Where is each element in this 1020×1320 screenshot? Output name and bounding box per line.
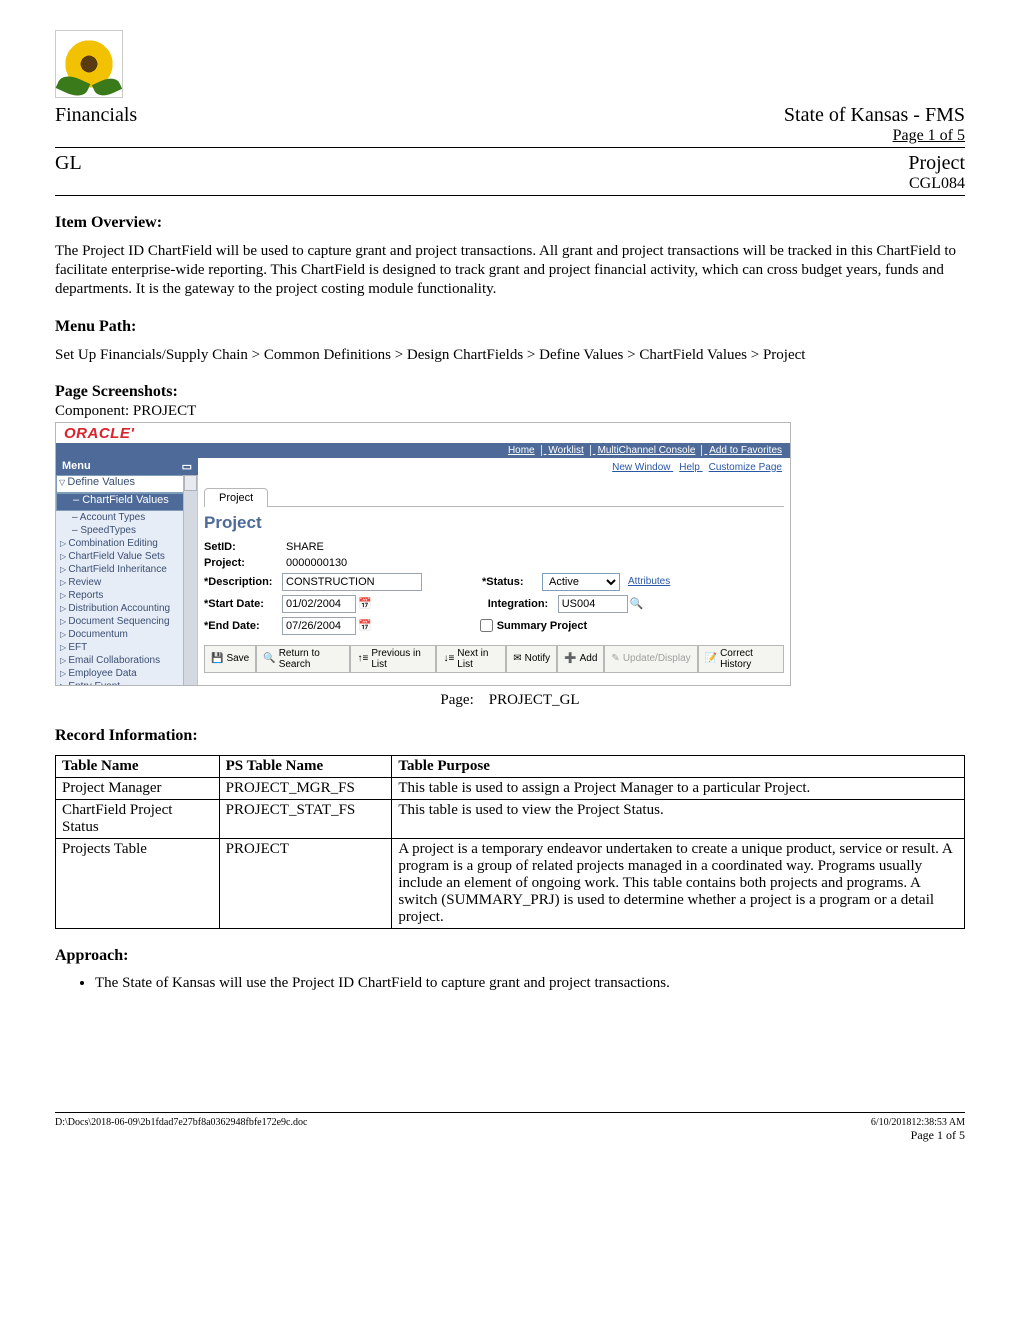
checkbox-summary[interactable] bbox=[480, 619, 493, 632]
table-row: Project ManagerPROJECT_MGR_FSThis table … bbox=[56, 777, 965, 799]
hdr-financials: Financials bbox=[55, 104, 137, 127]
page-heading: Project bbox=[204, 513, 784, 533]
page-footer: D:\Docs\2018-06-09\2b1fdad7e27bf8a036294… bbox=[55, 1112, 965, 1143]
link-attributes[interactable]: Attributes bbox=[628, 576, 670, 587]
menu-collapse-icon[interactable]: ▭ bbox=[182, 460, 192, 473]
nav-fav[interactable]: Add to Favorites bbox=[709, 445, 782, 456]
table-cell: This table is used to assign a Project M… bbox=[392, 777, 965, 799]
lbl-setid: SetID: bbox=[204, 541, 282, 553]
screenshots-title: Page Screenshots: bbox=[55, 383, 965, 401]
top-nav: Home Worklist MultiChannel Console Add t… bbox=[56, 443, 790, 458]
prev-button[interactable]: ↑≡Previous in List bbox=[350, 645, 436, 673]
input-integ[interactable] bbox=[558, 595, 628, 613]
menu-list[interactable]: Define ValuesChartField ValuesAccount Ty… bbox=[56, 475, 198, 685]
link-help[interactable]: Help bbox=[679, 462, 700, 473]
link-customize[interactable]: Customize Page bbox=[709, 462, 782, 473]
overview-title: Item Overview: bbox=[55, 214, 965, 232]
nav-home[interactable]: Home bbox=[508, 445, 542, 456]
table-row: ChartField Project StatusPROJECT_STAT_FS… bbox=[56, 799, 965, 838]
menu-item[interactable]: Document Sequencing bbox=[56, 615, 197, 628]
nav-mcc[interactable]: MultiChannel Console bbox=[598, 445, 703, 456]
util-links: New Window Help Customize Page bbox=[606, 462, 782, 473]
approach-bullet: The State of Kansas will use the Project… bbox=[95, 975, 965, 992]
record-table: Table NamePS Table NameTable Purpose Pro… bbox=[55, 755, 965, 929]
menu-item[interactable]: Documentum bbox=[56, 628, 197, 641]
search-icon[interactable]: 🔍 bbox=[630, 597, 644, 610]
footer-page: Page 1 of 5 bbox=[871, 1128, 965, 1143]
menu-item[interactable]: Employee Data bbox=[56, 667, 197, 680]
menu-item[interactable]: ChartField Value Sets bbox=[56, 550, 197, 563]
logo-sunflower bbox=[55, 30, 123, 98]
table-cell: PROJECT_STAT_FS bbox=[219, 799, 392, 838]
page-label: Page: PROJECT_GL bbox=[55, 692, 965, 709]
val-setid: SHARE bbox=[286, 541, 324, 553]
table-cell: Projects Table bbox=[56, 838, 220, 928]
val-project: 0000000130 bbox=[286, 557, 347, 569]
hdr-gl: GL bbox=[55, 152, 82, 175]
lbl-end: *End Date: bbox=[204, 620, 282, 632]
screenshot: ORACLE' Home Worklist MultiChannel Conso… bbox=[55, 422, 791, 686]
component-label: Component: PROJECT bbox=[55, 403, 965, 420]
table-header: Table Purpose bbox=[392, 755, 965, 777]
hdr-project: Project bbox=[908, 152, 965, 175]
menu-item[interactable]: Entry Event bbox=[56, 680, 197, 685]
input-desc[interactable] bbox=[282, 573, 422, 591]
menupath-title: Menu Path: bbox=[55, 318, 965, 336]
lbl-summary: Summary Project bbox=[497, 620, 587, 632]
footer-date: 6/10/201812:38:53 AM bbox=[871, 1117, 965, 1128]
lbl-integ: Integration: bbox=[488, 598, 558, 610]
lbl-status: *Status: bbox=[482, 576, 542, 588]
hdr-page: Page 1 of 5 bbox=[893, 127, 965, 145]
hdr-code: CGL084 bbox=[909, 175, 965, 193]
input-end[interactable] bbox=[282, 617, 356, 635]
menu-item[interactable]: Email Collaborations bbox=[56, 654, 197, 667]
table-row: Projects TablePROJECTA project is a temp… bbox=[56, 838, 965, 928]
menu-item[interactable]: EFT bbox=[56, 641, 197, 654]
input-start[interactable] bbox=[282, 595, 356, 613]
menu-item[interactable]: Define Values bbox=[56, 475, 197, 493]
update-button[interactable]: ✎Update/Display bbox=[604, 645, 697, 673]
table-header: PS Table Name bbox=[219, 755, 392, 777]
save-button[interactable]: 💾Save bbox=[204, 645, 256, 673]
calendar-icon[interactable]: 📅 bbox=[358, 597, 372, 610]
table-cell: PROJECT_MGR_FS bbox=[219, 777, 392, 799]
correct-button[interactable]: 📝Correct History bbox=[698, 645, 784, 673]
menu-item[interactable]: ChartField Values bbox=[56, 493, 197, 511]
add-button[interactable]: ➕Add bbox=[557, 645, 604, 673]
footer-path: D:\Docs\2018-06-09\2b1fdad7e27bf8a036294… bbox=[55, 1117, 307, 1143]
link-new-window[interactable]: New Window bbox=[612, 462, 670, 473]
menupath-text: Set Up Financials/Supply Chain > Common … bbox=[55, 346, 965, 365]
menu-item[interactable]: SpeedTypes bbox=[56, 524, 197, 537]
select-status[interactable]: Active bbox=[542, 573, 620, 591]
menu-item[interactable]: Combination Editing bbox=[56, 537, 197, 550]
table-cell: ChartField Project Status bbox=[56, 799, 220, 838]
menu-item[interactable]: Review bbox=[56, 576, 197, 589]
approach-title: Approach: bbox=[55, 947, 965, 965]
menu-item[interactable]: ChartField Inheritance bbox=[56, 563, 197, 576]
table-cell: This table is used to view the Project S… bbox=[392, 799, 965, 838]
record-title: Record Information: bbox=[55, 727, 965, 745]
menu-item[interactable]: Account Types bbox=[56, 511, 197, 524]
lbl-start: *Start Date: bbox=[204, 598, 282, 610]
overview-text: The Project ID ChartField will be used t… bbox=[55, 242, 965, 300]
return-button[interactable]: 🔍Return to Search bbox=[256, 645, 350, 673]
lbl-desc: *Description: bbox=[204, 576, 282, 588]
notify-button[interactable]: ✉Notify bbox=[506, 645, 557, 673]
scrollbar[interactable] bbox=[183, 475, 197, 685]
lbl-project: Project: bbox=[204, 557, 282, 569]
nav-worklist[interactable]: Worklist bbox=[548, 445, 590, 456]
hdr-state: State of Kansas - FMS bbox=[784, 104, 965, 127]
calendar-icon[interactable]: 📅 bbox=[358, 619, 372, 632]
menu-item[interactable]: Distribution Accounting bbox=[56, 602, 197, 615]
tab-project[interactable]: Project bbox=[204, 488, 268, 507]
next-button[interactable]: ↓≡Next in List bbox=[436, 645, 506, 673]
table-cell: PROJECT bbox=[219, 838, 392, 928]
table-cell: Project Manager bbox=[56, 777, 220, 799]
menu-header: Menu ▭ bbox=[56, 458, 198, 475]
table-header: Table Name bbox=[56, 755, 220, 777]
oracle-logo: ORACLE' bbox=[56, 423, 790, 443]
table-cell: A project is a temporary endeavor undert… bbox=[392, 838, 965, 928]
menu-item[interactable]: Reports bbox=[56, 589, 197, 602]
